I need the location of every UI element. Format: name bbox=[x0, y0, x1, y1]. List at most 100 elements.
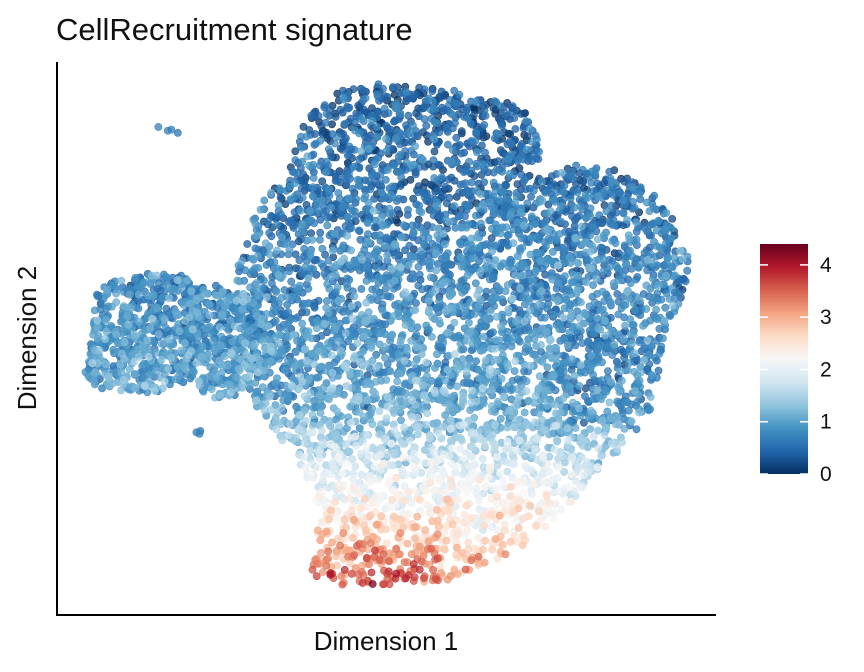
scatter-point bbox=[309, 403, 318, 412]
scatter-point bbox=[662, 271, 671, 280]
scatter-point bbox=[317, 259, 326, 268]
scatter-point bbox=[503, 281, 512, 289]
scatter-point bbox=[440, 240, 449, 249]
scatter-point bbox=[604, 367, 612, 376]
scatter-point bbox=[471, 279, 480, 288]
scatter-point bbox=[466, 328, 474, 337]
scatter-point bbox=[274, 201, 283, 210]
scatter-point bbox=[152, 348, 161, 357]
scatter-point bbox=[241, 339, 249, 348]
scatter-point bbox=[286, 195, 295, 204]
scatter-point bbox=[222, 323, 231, 332]
scatter-point bbox=[455, 188, 464, 197]
scatter-point bbox=[632, 235, 641, 244]
scatter-point bbox=[524, 153, 533, 162]
scatter-point bbox=[563, 374, 572, 383]
scatter-point bbox=[668, 214, 677, 223]
scatter-point bbox=[552, 235, 561, 244]
scatter-point bbox=[549, 372, 558, 381]
scatter-point bbox=[312, 373, 321, 382]
scatter-point bbox=[489, 328, 497, 337]
scatter-point bbox=[274, 271, 283, 279]
scatter-point bbox=[574, 271, 583, 280]
scatter-point bbox=[463, 114, 472, 123]
scatter-point bbox=[285, 316, 294, 325]
scatter-point bbox=[345, 261, 354, 270]
scatter-point bbox=[474, 243, 482, 252]
scatter-point bbox=[432, 304, 441, 313]
scatter-point bbox=[432, 285, 440, 294]
scatter-point bbox=[404, 261, 413, 270]
scatter-point bbox=[391, 99, 400, 108]
scatter-point bbox=[324, 145, 333, 154]
scatter-point bbox=[420, 115, 429, 124]
scatter-point bbox=[161, 323, 170, 332]
scatter-point bbox=[334, 297, 343, 305]
scatter-point bbox=[597, 376, 606, 385]
scatter-point bbox=[640, 356, 648, 364]
scatter-point bbox=[328, 246, 337, 255]
scatter-point bbox=[298, 269, 307, 278]
scatter-point bbox=[485, 216, 494, 225]
scatter-point bbox=[271, 379, 280, 387]
scatter-point bbox=[363, 396, 372, 405]
scatter-point bbox=[565, 382, 574, 391]
scatter-point bbox=[563, 341, 572, 350]
scatter-point bbox=[103, 285, 111, 294]
scatter-point bbox=[475, 374, 484, 382]
scatter-point bbox=[430, 118, 439, 126]
scatter-point bbox=[536, 256, 544, 265]
scatter-point bbox=[272, 220, 281, 229]
scatter-point bbox=[514, 155, 523, 164]
scatter-point bbox=[362, 298, 371, 307]
scatter-point bbox=[355, 155, 364, 164]
scatter-point bbox=[577, 222, 586, 231]
scatter-point bbox=[434, 160, 443, 169]
scatter-point bbox=[265, 229, 274, 237]
scatter-point bbox=[517, 234, 526, 243]
scatter-point bbox=[630, 349, 639, 358]
scatter-point bbox=[509, 333, 518, 341]
scatter-point bbox=[446, 96, 454, 104]
scatter-point bbox=[394, 350, 403, 359]
scatter-point bbox=[353, 339, 362, 347]
scatter-point bbox=[536, 356, 545, 365]
scatter-point bbox=[485, 275, 494, 284]
scatter-point bbox=[643, 266, 652, 275]
scatter-point bbox=[395, 387, 404, 396]
scatter-point bbox=[576, 411, 585, 420]
scatter-point bbox=[350, 126, 359, 135]
scatter-point bbox=[646, 393, 655, 401]
scatter-point bbox=[93, 334, 102, 343]
scatter-point bbox=[212, 291, 220, 300]
scatter-point bbox=[496, 414, 505, 423]
scatter-point bbox=[518, 271, 527, 280]
scatter-point bbox=[455, 238, 464, 247]
scatter-point bbox=[474, 365, 483, 374]
scatter-point bbox=[386, 292, 395, 301]
scatter-point bbox=[559, 188, 568, 196]
scatter-point bbox=[586, 204, 595, 213]
scatter-point bbox=[587, 406, 595, 415]
scatter-point bbox=[381, 353, 389, 362]
scatter-point bbox=[486, 307, 495, 315]
scatter-point bbox=[315, 189, 324, 198]
scatter-point bbox=[370, 160, 379, 169]
scatter-point bbox=[320, 320, 329, 328]
scatter-point bbox=[308, 192, 317, 200]
scatter-point bbox=[336, 105, 345, 114]
scatter-point bbox=[587, 264, 596, 273]
scatter-point bbox=[457, 262, 466, 271]
scatter-point bbox=[498, 122, 506, 130]
scatter-point bbox=[273, 408, 282, 417]
scatter-point bbox=[357, 311, 366, 319]
scatter-point bbox=[131, 273, 140, 282]
scatter-point bbox=[112, 298, 121, 307]
scatter-point bbox=[175, 371, 183, 380]
scatter-point bbox=[575, 404, 583, 413]
scatter-point bbox=[476, 219, 485, 228]
scatter-point bbox=[123, 312, 132, 320]
scatter-point bbox=[316, 391, 324, 399]
scatter-point bbox=[120, 354, 128, 363]
scatter-point bbox=[341, 329, 350, 338]
